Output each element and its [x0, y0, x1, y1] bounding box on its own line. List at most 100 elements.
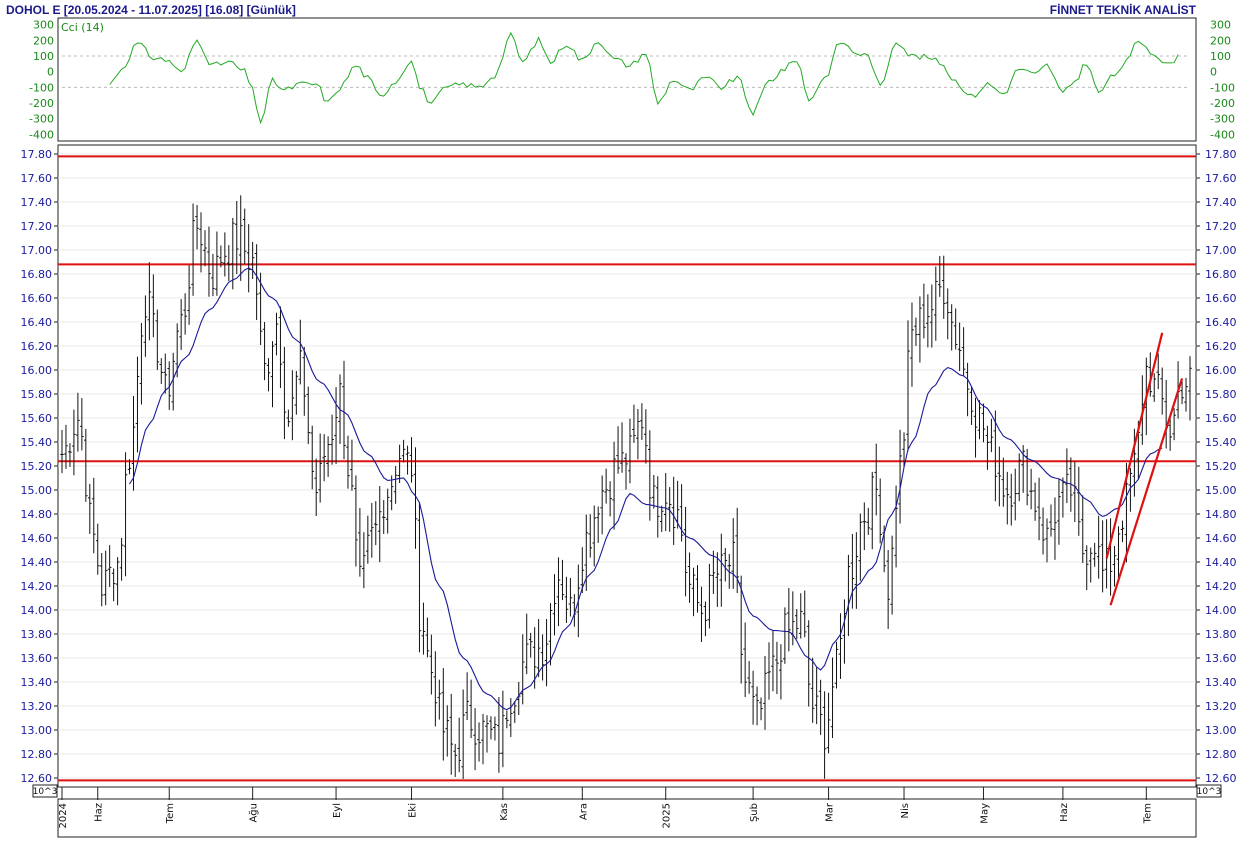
price-bar — [870, 471, 875, 550]
price-bar — [1084, 545, 1089, 591]
price-tick-label-left: 12.60 — [21, 772, 53, 785]
header-bar: DOHOL E [20.05.2024 - 11.07.2025] [16.08… — [6, 2, 1197, 17]
price-bar — [652, 475, 656, 509]
price-bar — [1100, 520, 1105, 593]
price-bar — [624, 453, 628, 490]
price-bar — [612, 441, 616, 530]
price-bar — [80, 398, 84, 451]
price-bar — [95, 523, 100, 575]
price-bar — [215, 231, 219, 296]
x-tick-label: Şub — [749, 803, 760, 822]
price-tick-label-left: 17.00 — [21, 244, 53, 257]
price-tick-label-left: 17.20 — [21, 220, 53, 233]
price-bar — [370, 503, 374, 558]
price-tick-label-left: 13.00 — [21, 724, 53, 737]
ticker-info: DOHOL E [20.05.2024 - 11.07.2025] [16.08… — [6, 3, 296, 17]
x-tick-label: 2025 — [662, 803, 673, 828]
price-bar — [1001, 457, 1006, 507]
price-bar — [687, 552, 692, 603]
price-bar — [72, 409, 76, 476]
price-bar — [926, 294, 930, 348]
price-bar — [258, 272, 263, 346]
brand-name: FİNNET TEKNİK ANALİST — [1050, 2, 1197, 17]
price-tick-label-right: 14.00 — [1205, 604, 1237, 617]
price-bar — [453, 743, 458, 777]
x-axis: 2024 Haz Tem Ağu Eyl Eki Kas Ara 2025 Şub Mar Nis Ma… — [57, 787, 1197, 838]
price-bar — [1112, 545, 1117, 587]
price-bar — [1037, 477, 1041, 541]
channel-line — [1105, 332, 1164, 559]
price-bars — [60, 195, 1192, 779]
price-bar — [671, 476, 676, 545]
price-bar — [632, 404, 636, 443]
price-bar — [1088, 547, 1093, 583]
price-tick-label-right: 14.80 — [1205, 508, 1237, 521]
price-bar — [397, 444, 402, 484]
price-bar — [119, 537, 124, 581]
price-bar — [135, 356, 140, 453]
price-bar — [421, 602, 426, 655]
price-bar — [211, 253, 215, 297]
price-bar — [1128, 468, 1133, 512]
price-tick-label-left: 13.20 — [21, 700, 53, 713]
price-bar — [659, 505, 664, 532]
price-bar — [238, 195, 243, 281]
price-bar — [191, 203, 195, 296]
price-bar — [179, 299, 183, 350]
price-bar — [143, 295, 148, 357]
cci-tick-label-right: -200 — [1210, 97, 1235, 110]
price-bar — [473, 708, 477, 771]
cci-tick-label-left: 200 — [33, 34, 54, 47]
x-tick-label: Ara — [578, 803, 589, 820]
price-bar — [707, 563, 712, 629]
price-bar — [568, 577, 573, 617]
price-bar — [961, 327, 966, 376]
price-tick-label-right: 12.80 — [1205, 748, 1237, 761]
price-bar — [139, 322, 144, 405]
price-bar — [616, 426, 620, 474]
price-bar — [326, 436, 330, 477]
price-tick-label-right: 15.40 — [1205, 436, 1237, 449]
price-bar — [493, 716, 497, 741]
price-tick-label-right: 13.20 — [1205, 700, 1237, 713]
price-bar — [628, 418, 632, 484]
price-tick-label-right: 16.20 — [1205, 340, 1237, 353]
cci-tick-label-right: -100 — [1210, 81, 1235, 94]
price-bar — [183, 293, 187, 335]
price-bar — [1172, 408, 1176, 441]
price-bar — [377, 486, 382, 563]
cci-tick-label-right: 300 — [1210, 19, 1231, 32]
price-bar — [787, 587, 791, 652]
cci-tick-label-right: 200 — [1210, 34, 1231, 47]
price-tick-label-left: 12.80 — [21, 748, 53, 761]
price-bar — [306, 386, 311, 445]
price-bar — [433, 651, 438, 727]
x-tick-label: Kas — [499, 803, 510, 821]
price-tick-label-left: 15.20 — [21, 460, 53, 473]
price-bar — [548, 603, 553, 666]
price-bar — [540, 634, 545, 681]
price-tick-label-right: 13.60 — [1205, 652, 1237, 665]
price-bar — [123, 452, 128, 577]
price-tick-label-left: 13.40 — [21, 676, 53, 689]
price-bar — [381, 500, 386, 534]
price-bar — [477, 722, 481, 762]
price-bar — [294, 370, 299, 415]
price-bar — [346, 435, 350, 489]
price-bar — [834, 641, 839, 689]
price-bar — [1168, 417, 1172, 451]
price-bar — [99, 553, 104, 607]
price-tick-label-right: 14.20 — [1205, 580, 1237, 593]
price-tick-label-right: 16.00 — [1205, 364, 1237, 377]
price-bar — [997, 446, 1002, 507]
price-tick-label-right: 14.40 — [1205, 556, 1237, 569]
price-bar — [242, 208, 247, 264]
trend-channel — [1105, 332, 1184, 606]
price-bar — [679, 484, 684, 542]
price-bar — [278, 306, 283, 388]
unit-box-right: 10^3 — [1196, 784, 1222, 798]
price-bar — [806, 620, 811, 707]
price-bar — [350, 439, 354, 491]
support-resistance-levels — [58, 155, 1196, 782]
price-bar — [588, 514, 593, 558]
